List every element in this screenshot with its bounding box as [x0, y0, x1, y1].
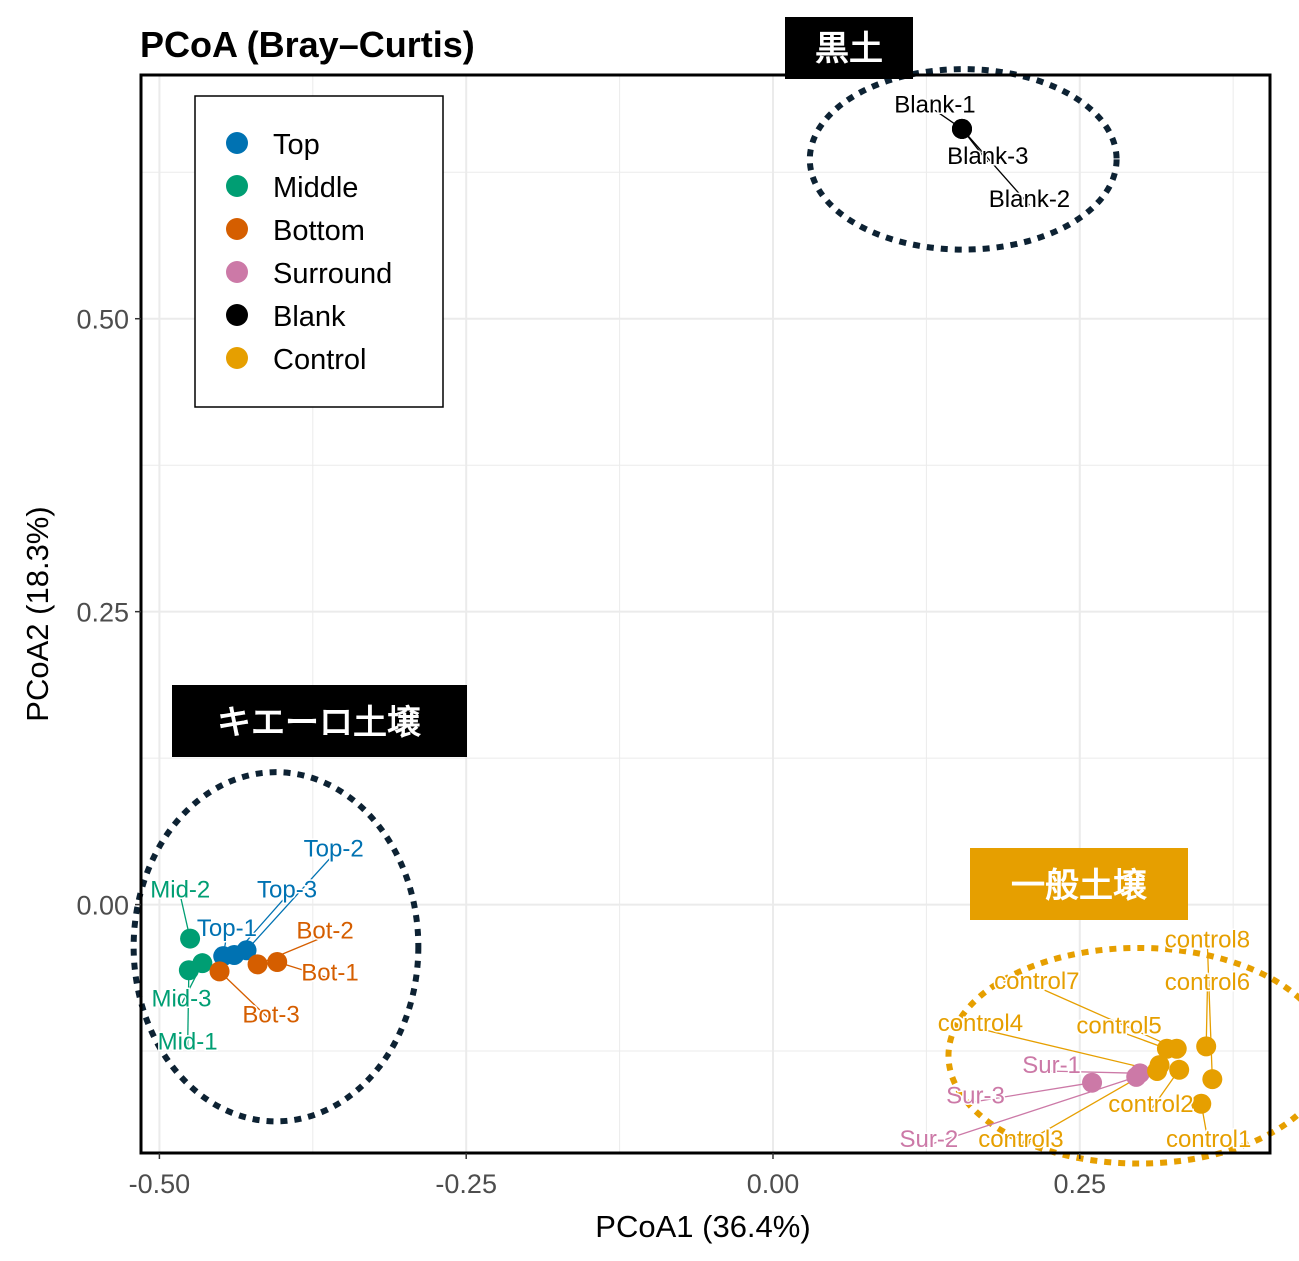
- y-axis-ticks: 0.00 0.25 0.50: [76, 305, 141, 921]
- leader-line: [219, 970, 272, 1022]
- data-point: [1166, 1038, 1187, 1059]
- point-label: control8: [1165, 927, 1250, 954]
- annotation-label: 黒土: [815, 29, 883, 69]
- leader-line: [1206, 945, 1213, 1080]
- point-label: control4: [938, 1010, 1023, 1037]
- data-point: [1147, 1060, 1168, 1081]
- x-axis-label: PCoA1 (36.4%): [595, 1209, 810, 1244]
- y-axis-label: PCoA2 (18.3%): [20, 506, 55, 721]
- point-label: Bot-2: [296, 917, 353, 944]
- data-point: [209, 961, 230, 982]
- y-tick-label: 0.25: [76, 598, 129, 628]
- legend: Top Middle Bottom Surround Blank Control: [194, 95, 444, 408]
- point-label: Mid-2: [150, 876, 210, 903]
- annotation-yellow-soil: キエーロ土壌: [172, 685, 467, 757]
- legend-label: Top: [273, 129, 320, 161]
- leader-line: [961, 128, 1030, 206]
- leader-line: [928, 1076, 1137, 1146]
- legend-label: Surround: [273, 258, 392, 290]
- legend-label: Bottom: [273, 215, 365, 247]
- annotation-label: キエーロ土壌: [217, 703, 421, 743]
- point-label: control3: [978, 1126, 1063, 1153]
- point-label: control5: [1076, 1012, 1161, 1039]
- x-axis-ticks: -0.50 -0.25 0.00 0.25: [129, 1153, 1106, 1199]
- x-tick-label: 0.25: [1054, 1169, 1107, 1199]
- point-label: Sur-3: [946, 1083, 1005, 1110]
- grid: [141, 75, 1270, 1153]
- annotation-box: [785, 17, 913, 79]
- point-label: control2: [1108, 1091, 1193, 1118]
- point-label: Top-2: [304, 835, 364, 862]
- legend-key: [226, 175, 248, 197]
- point-label: Sur-2: [900, 1126, 959, 1153]
- leader-line: [186, 970, 190, 1048]
- x-tick-label: -0.25: [435, 1169, 497, 1199]
- y-tick-label: 0.50: [76, 305, 129, 335]
- ellipses: [130, 66, 1299, 1167]
- point-label: Sur-1: [1022, 1052, 1081, 1079]
- annotation-kuroboku: 黒土: [785, 17, 913, 79]
- leader-line: [246, 853, 335, 951]
- leader-line: [980, 1028, 1158, 1072]
- point-label: Bot-3: [242, 1002, 299, 1029]
- data-point: [1202, 1069, 1223, 1090]
- annotation-label: 一般土壌: [1011, 866, 1147, 906]
- data-point: [224, 944, 245, 965]
- point-label: Mid-3: [151, 985, 211, 1012]
- legend-key: [226, 304, 248, 326]
- point-labels: Top-1 Top-2 Top-3 Mid-1 Mid-2 Mid-3 Bot-1 Bot-2…: [149, 90, 1253, 1155]
- chart-title: PCoA (Bray–Curtis): [140, 24, 475, 65]
- group-ellipse: [806, 66, 1120, 253]
- point-label: control1: [1166, 1126, 1251, 1153]
- data-point: [1082, 1072, 1103, 1093]
- data-point: [1196, 1036, 1217, 1057]
- legend-label: Blank: [273, 301, 346, 333]
- annotation-box: [970, 848, 1188, 920]
- legend-label: Middle: [273, 172, 358, 204]
- leader-line: [1051, 1070, 1140, 1074]
- legend-key: [226, 261, 248, 283]
- data-point: [951, 118, 972, 139]
- panel-border: [139, 73, 1272, 1155]
- data-point: [1169, 1059, 1190, 1080]
- point-label: Top-1: [197, 915, 257, 942]
- data-point: [267, 952, 288, 973]
- point-label: Blank-1: [894, 91, 975, 118]
- points: [178, 118, 1223, 1114]
- x-tick-label: -0.50: [129, 1169, 191, 1199]
- point-label: control6: [1165, 969, 1250, 996]
- point-label: Mid-1: [158, 1029, 218, 1056]
- point-label: Top-3: [257, 876, 317, 903]
- legend-key: [226, 218, 248, 240]
- data-point: [1191, 1093, 1212, 1114]
- point-label: Blank-3: [947, 143, 1028, 170]
- annotation-box: [172, 685, 467, 757]
- data-point: [1126, 1066, 1147, 1087]
- point-label: Blank-2: [989, 186, 1070, 213]
- legend-label: Control: [273, 344, 367, 376]
- data-point: [247, 954, 268, 975]
- point-label: control7: [994, 968, 1079, 995]
- legend-key: [226, 132, 248, 154]
- x-tick-label: 0.00: [747, 1169, 800, 1199]
- leader-line: [975, 1082, 1093, 1103]
- group-ellipse: [130, 769, 422, 1125]
- point-label: Bot-1: [301, 960, 358, 987]
- data-point: [192, 953, 213, 974]
- group-ellipse: [945, 944, 1299, 1167]
- legend-key: [226, 347, 248, 369]
- data-point: [180, 928, 201, 949]
- y-tick-label: 0.00: [76, 891, 129, 921]
- annotation-general-soil: 一般土壌: [970, 848, 1188, 920]
- leader-lines: [179, 109, 1213, 1146]
- leader-line: [1036, 986, 1177, 1050]
